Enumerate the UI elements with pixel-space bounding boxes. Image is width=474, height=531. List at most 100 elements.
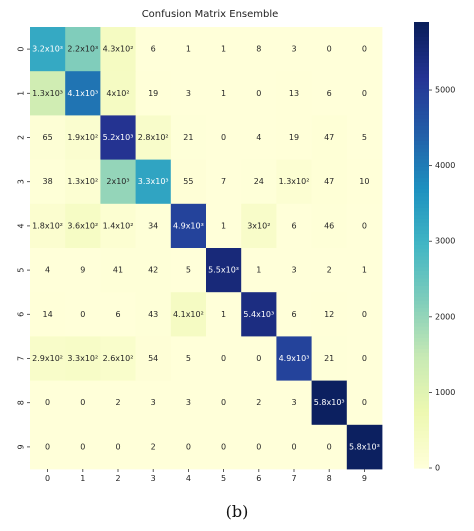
colorbar-tick-label: 2000 xyxy=(435,312,455,321)
colorbar-segment xyxy=(414,226,429,231)
cell-value-label: 0 xyxy=(186,442,191,451)
heatmap-cell xyxy=(346,336,383,381)
colorbar-segment xyxy=(414,363,429,369)
cell-value-label: 2 xyxy=(151,442,156,451)
cell-value-label: 5.2x10³ xyxy=(103,133,134,142)
heatmap-cell xyxy=(30,159,66,205)
heatmap-cell xyxy=(311,336,348,381)
colorbar-segment xyxy=(414,170,429,175)
cell-value-label: 0 xyxy=(256,354,261,363)
cell-value-label: 1.3x10² xyxy=(67,177,98,186)
heatmap-cell xyxy=(206,380,242,426)
cell-value-label: 14 xyxy=(43,310,53,319)
heatmap-cell xyxy=(206,71,242,116)
colorbar-segment xyxy=(414,230,429,235)
cell-value-label: 2 xyxy=(327,266,332,275)
heatmap-cell xyxy=(100,203,136,249)
y-tick-label: 4 xyxy=(17,223,26,228)
chart-title: Confusion Matrix Ensemble xyxy=(142,9,279,20)
colorbar-segment xyxy=(414,427,429,432)
cell-value-label: 0 xyxy=(221,442,226,451)
colorbar-tick-label: 3000 xyxy=(435,237,455,246)
colorbar-segment xyxy=(414,33,429,38)
cell-value-label: 0 xyxy=(256,89,261,98)
heatmap-cell xyxy=(276,424,312,470)
cell-value-label: 19 xyxy=(289,133,299,142)
heatmap-cell xyxy=(65,292,101,337)
colorbar-segment xyxy=(414,356,429,361)
cell-value-label: 0 xyxy=(327,45,332,54)
colorbar-segment xyxy=(414,29,429,34)
cell-value-label: 2.6x10² xyxy=(103,354,134,363)
colorbar-segment xyxy=(414,271,429,276)
colorbar-segment xyxy=(414,77,429,83)
cell-value-label: 0 xyxy=(256,442,261,451)
heatmap-cell xyxy=(100,159,136,205)
cell-value-label: 3 xyxy=(186,398,191,407)
x-tick-label: 9 xyxy=(362,474,367,483)
cell-value-label: 0 xyxy=(80,442,85,451)
cell-value-label: 0 xyxy=(362,354,367,363)
colorbar-segment xyxy=(414,192,429,198)
x-tick-label: 2 xyxy=(115,474,120,483)
colorbar-segment xyxy=(414,408,429,413)
colorbar-segment xyxy=(414,237,429,242)
heatmap-cell xyxy=(241,424,277,470)
cell-value-label: 1 xyxy=(221,310,226,319)
heatmap-cell xyxy=(241,115,277,160)
colorbar-segment xyxy=(414,371,429,376)
cell-value-label: 4 xyxy=(256,133,261,142)
cell-value-label: 3.6x10² xyxy=(67,221,98,230)
cell-value-label: 1 xyxy=(221,45,226,54)
cell-value-label: 1.8x10² xyxy=(32,221,63,230)
cell-value-label: 0 xyxy=(362,310,367,319)
colorbar-segment xyxy=(414,144,429,149)
cell-value-label: 1.4x10² xyxy=(103,221,134,230)
cell-value-label: 3 xyxy=(291,45,296,54)
cell-value-label: 0 xyxy=(221,398,226,407)
heatmap-cell xyxy=(30,115,66,160)
cell-value-label: 38 xyxy=(43,177,53,186)
cell-value-label: 0 xyxy=(45,398,50,407)
colorbar-segment xyxy=(414,218,429,224)
cell-value-label: 3 xyxy=(291,266,296,275)
colorbar-segment xyxy=(414,401,429,406)
colorbar-segment xyxy=(414,445,429,451)
heatmap-cell xyxy=(346,27,383,72)
colorbar-segment xyxy=(414,196,429,201)
colorbar-segment xyxy=(414,334,429,339)
colorbar-segment xyxy=(414,438,429,443)
cell-value-label: 1 xyxy=(362,266,367,275)
heatmap-cell xyxy=(30,292,66,337)
heatmap-cell xyxy=(135,203,172,249)
heatmap-cell xyxy=(206,292,242,337)
colorbar-segment xyxy=(414,48,429,53)
cell-value-label: 34 xyxy=(148,221,158,230)
cell-value-label: 5.8x10³ xyxy=(349,442,380,451)
cell-value-label: 47 xyxy=(324,177,334,186)
cell-value-label: 5.5x10³ xyxy=(208,266,239,275)
heatmap-cell xyxy=(276,380,312,426)
cell-value-label: 0 xyxy=(45,442,50,451)
heatmap-cell xyxy=(311,203,348,249)
heatmap-cell xyxy=(241,380,277,426)
heatmap-cell xyxy=(65,159,101,205)
colorbar-segment xyxy=(414,315,429,320)
heatmap-cell xyxy=(241,71,277,116)
cell-value-label: 5.4x10³ xyxy=(243,310,274,319)
heatmap-cell xyxy=(135,336,172,381)
heatmap-cell xyxy=(30,336,66,381)
colorbar-segment xyxy=(414,189,429,194)
heatmap-cell xyxy=(276,115,312,160)
colorbar-tick-label: 5000 xyxy=(435,86,455,95)
colorbar-segment xyxy=(414,166,429,172)
heatmap-cell xyxy=(206,336,242,381)
heatmap-cell xyxy=(30,380,66,426)
cell-value-label: 12 xyxy=(324,310,334,319)
colorbar-segment xyxy=(414,441,429,447)
heatmap-cell xyxy=(311,292,348,337)
colorbar-segment xyxy=(414,133,429,138)
cell-value-label: 2 xyxy=(256,398,261,407)
colorbar-segment xyxy=(414,285,429,291)
cell-value-label: 3 xyxy=(151,398,156,407)
